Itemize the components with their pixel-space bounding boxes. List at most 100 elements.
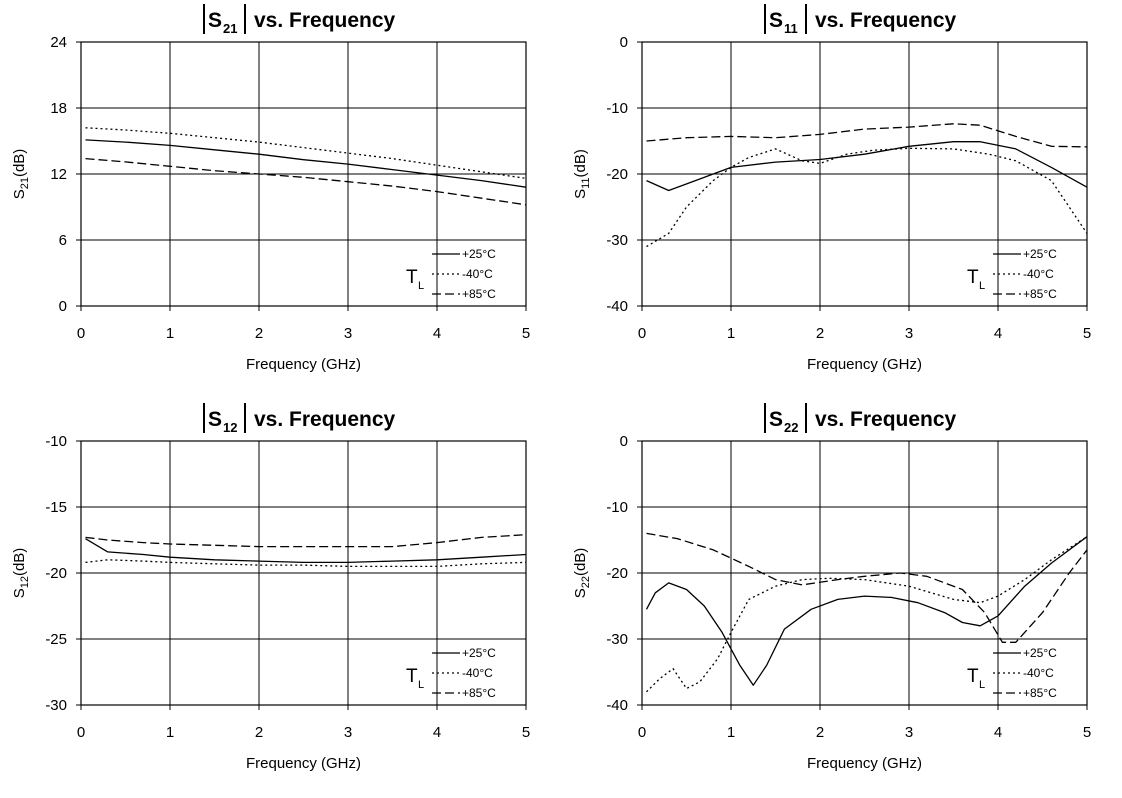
y-tick-label: -20 [606, 166, 628, 183]
y-axis-label: S22(dB) [572, 548, 592, 599]
legend-prefix-sub: L [418, 280, 424, 292]
y-tick-label: 6 [59, 232, 67, 249]
series-line-dotted [646, 147, 1088, 248]
x-tick-label: 4 [433, 325, 441, 342]
legend-label: +25°C [462, 646, 496, 660]
x-tick-label: 3 [905, 724, 913, 741]
x-tick-label: 4 [994, 325, 1002, 342]
series-line-solid [645, 536, 1088, 686]
y-axis-label: S11(dB) [572, 149, 592, 199]
x-tick-label: 2 [816, 325, 824, 342]
y-tick-label: -40 [606, 298, 628, 315]
y-tick-label: -10 [606, 100, 628, 117]
title-text: vs. Frequency [254, 9, 396, 32]
legend: +25°C -40°C +85°C T L [406, 646, 496, 700]
legend-label: +85°C [1023, 686, 1057, 700]
series-line-dashed [85, 534, 527, 548]
x-axis-label: Frequency (GHz) [246, 755, 361, 772]
legend-label: -40°C [462, 666, 493, 680]
series-line-dotted [646, 536, 1088, 693]
y-tick-label: -25 [45, 631, 67, 648]
legend-prefix-sub: L [979, 679, 985, 691]
chart-title: S 11 vs. Frequency [764, 4, 957, 36]
chart-title: S 21 vs. Frequency [203, 4, 396, 36]
x-tick-label: 4 [994, 724, 1002, 741]
legend: +25°C -40°C +85°C T L [967, 646, 1057, 700]
chart-panel-s21: 0 1 2 3 4 5 0 6 12 18 24 S 21 vs. Frequency Frequency … [0, 0, 561, 399]
y-tick-label: 0 [59, 298, 67, 315]
y-tick-label: -30 [606, 631, 628, 648]
x-axis-label: Frequency (GHz) [807, 755, 922, 772]
x-tick-label: 2 [255, 724, 263, 741]
x-tick-label: 5 [522, 724, 530, 741]
x-tick-label: 0 [638, 325, 646, 342]
title-text: vs. Frequency [815, 9, 957, 32]
y-tick-label: -10 [45, 433, 67, 450]
x-tick-label: 5 [1083, 724, 1091, 741]
y-axis-label: S21(dB) [11, 149, 31, 200]
title-param: S [769, 9, 783, 32]
title-text: vs. Frequency [254, 408, 396, 431]
chart-svg: 0 1 2 3 4 5 -40 -30 -20 -10 0 S 11 vs. Frequency Frequ… [572, 4, 1091, 373]
chart-panel-s22: 0 1 2 3 4 5 -40 -30 -20 -10 0 S 22 vs. Frequency Frequ… [561, 399, 1122, 798]
legend-label: -40°C [1023, 666, 1054, 680]
legend-prefix-sub: L [979, 280, 985, 292]
x-tick-label: 1 [727, 325, 735, 342]
x-tick-label: 5 [1083, 325, 1091, 342]
x-axis-label: Frequency (GHz) [807, 356, 922, 373]
series-line-solid [85, 538, 527, 564]
y-tick-label: 24 [50, 34, 67, 51]
y-axis-label-text: S11(dB) [572, 149, 592, 199]
y-tick-label: -30 [45, 697, 67, 714]
y-tick-label: 12 [50, 166, 67, 183]
y-axis-label: S12(dB) [11, 548, 31, 599]
x-tick-label: 1 [166, 325, 174, 342]
y-tick-label: -30 [606, 232, 628, 249]
y-axis-label-text: S22(dB) [572, 548, 592, 599]
x-tick-label: 2 [816, 724, 824, 741]
chart-panel-s12: 0 1 2 3 4 5 -30 -25 -20 -15 -10 S 12 vs. Frequency Fre… [0, 399, 561, 798]
x-tick-label: 1 [727, 724, 735, 741]
title-param: S [208, 9, 222, 32]
chart-svg: 0 1 2 3 4 5 -40 -30 -20 -10 0 S 22 vs. Frequency Frequ… [572, 403, 1091, 772]
legend-prefix-sub: L [418, 679, 424, 691]
x-tick-label: 3 [905, 325, 913, 342]
x-tick-label: 0 [77, 325, 85, 342]
legend: +25°C -40°C +85°C T L [406, 247, 496, 301]
x-tick-label: 3 [344, 325, 352, 342]
y-tick-label: -15 [45, 499, 67, 516]
x-tick-label: 5 [522, 325, 530, 342]
legend-prefix: T [967, 267, 979, 288]
x-tick-label: 1 [166, 724, 174, 741]
legend-label: +25°C [1023, 247, 1057, 261]
title-param-sub: 22 [784, 420, 798, 435]
y-tick-label: 18 [50, 100, 67, 117]
legend-label: -40°C [462, 267, 493, 281]
legend-prefix: T [406, 267, 418, 288]
y-tick-label: -10 [606, 499, 628, 516]
series-line-dotted [85, 559, 527, 568]
legend-label: +85°C [462, 287, 496, 301]
x-tick-label: 4 [433, 724, 441, 741]
title-param-sub: 12 [223, 420, 237, 435]
title-param-sub: 21 [223, 21, 237, 36]
legend-label: +85°C [1023, 287, 1057, 301]
series-line-solid [646, 141, 1088, 192]
y-tick-label: -20 [45, 565, 67, 582]
chart-panel-s11: 0 1 2 3 4 5 -40 -30 -20 -10 0 S 11 vs. Frequency Frequ… [561, 0, 1122, 399]
y-tick-label: 0 [620, 433, 628, 450]
legend-label: +25°C [1023, 646, 1057, 660]
y-axis-label-text: S21(dB) [11, 149, 31, 200]
series-line-dotted [85, 127, 527, 180]
title-text: vs. Frequency [815, 408, 957, 431]
chart-title: S 12 vs. Frequency [203, 403, 396, 435]
legend-label: -40°C [1023, 267, 1054, 281]
series-line-solid [85, 139, 527, 188]
legend: +25°C -40°C +85°C T L [967, 247, 1057, 301]
y-tick-label: 0 [620, 34, 628, 51]
legend-label: +85°C [462, 686, 496, 700]
series-line-dashed [85, 157, 527, 206]
x-tick-label: 3 [344, 724, 352, 741]
x-axis-label: Frequency (GHz) [246, 356, 361, 373]
